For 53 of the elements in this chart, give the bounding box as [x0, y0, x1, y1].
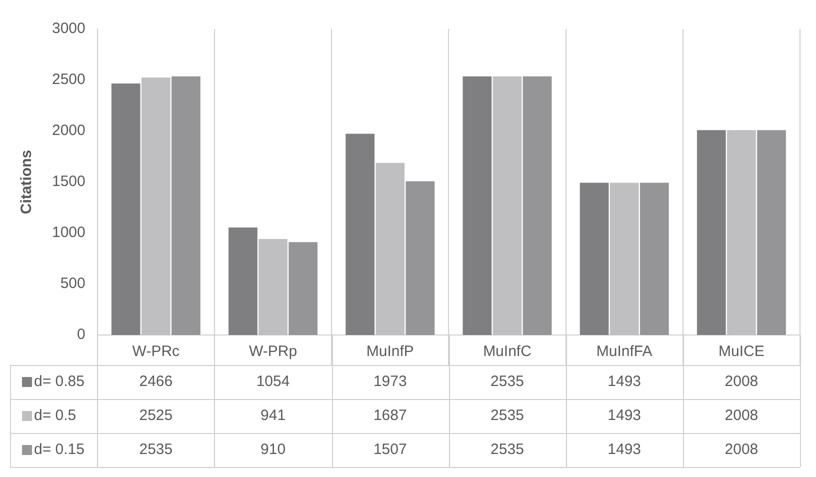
data-label: 2535 [490, 441, 524, 458]
bar [228, 227, 258, 335]
data-label: 1507 [373, 441, 407, 458]
y-tick-label: 3000 [52, 20, 86, 38]
y-tick-label: 500 [60, 275, 86, 292]
data-label: 2008 [724, 373, 758, 390]
x-tick-label: MuInfC [483, 343, 532, 360]
x-tick-label: MuICE [718, 343, 764, 360]
data-label: 2535 [490, 407, 524, 424]
data-label: 2008 [724, 441, 758, 458]
bar [141, 77, 170, 335]
bar [376, 162, 405, 335]
bar [258, 239, 288, 335]
bar [492, 76, 522, 335]
bar [640, 182, 669, 335]
data-label: 941 [260, 407, 286, 424]
data-label: 1054 [256, 373, 290, 390]
data-label: 2535 [139, 441, 173, 458]
data-label: 910 [260, 441, 286, 458]
legend-label: d= 0.85 [34, 373, 84, 390]
bar [580, 182, 609, 335]
data-label: 1493 [608, 441, 642, 458]
data-label: 1493 [608, 407, 642, 424]
bar [462, 76, 492, 335]
x-tick-label: W-PRp [248, 343, 298, 360]
bar [610, 182, 639, 335]
bar [757, 130, 786, 335]
data-label: 2008 [724, 407, 758, 424]
y-tick-label: 1500 [52, 173, 86, 190]
data-label: 1973 [373, 373, 407, 390]
y-tick-label: 2500 [52, 71, 86, 88]
bar [522, 76, 552, 335]
data-label: 1687 [373, 407, 407, 424]
y-tick-label: 2000 [52, 122, 86, 140]
x-tick-label: W-PRc [132, 343, 180, 360]
x-tick-label: MuInfP [366, 343, 414, 360]
bar [406, 181, 435, 335]
bar [172, 76, 200, 335]
legend-label: d= 0.15 [34, 441, 84, 458]
bar [696, 130, 726, 335]
bar [346, 134, 375, 335]
legend-label: d= 0.5 [34, 407, 76, 424]
y-tick-label: 1000 [52, 224, 86, 242]
data-label: 2535 [490, 373, 524, 390]
x-tick-label: MuInfFA [596, 343, 652, 360]
data-label: 1493 [608, 373, 642, 390]
data-label: 2466 [139, 373, 173, 390]
y-tick-label: 0 [77, 326, 86, 344]
bar [111, 83, 140, 335]
y-axis-title: Citations [18, 150, 36, 214]
bar [288, 242, 318, 335]
bar [727, 130, 756, 335]
data-label: 2525 [139, 407, 173, 424]
